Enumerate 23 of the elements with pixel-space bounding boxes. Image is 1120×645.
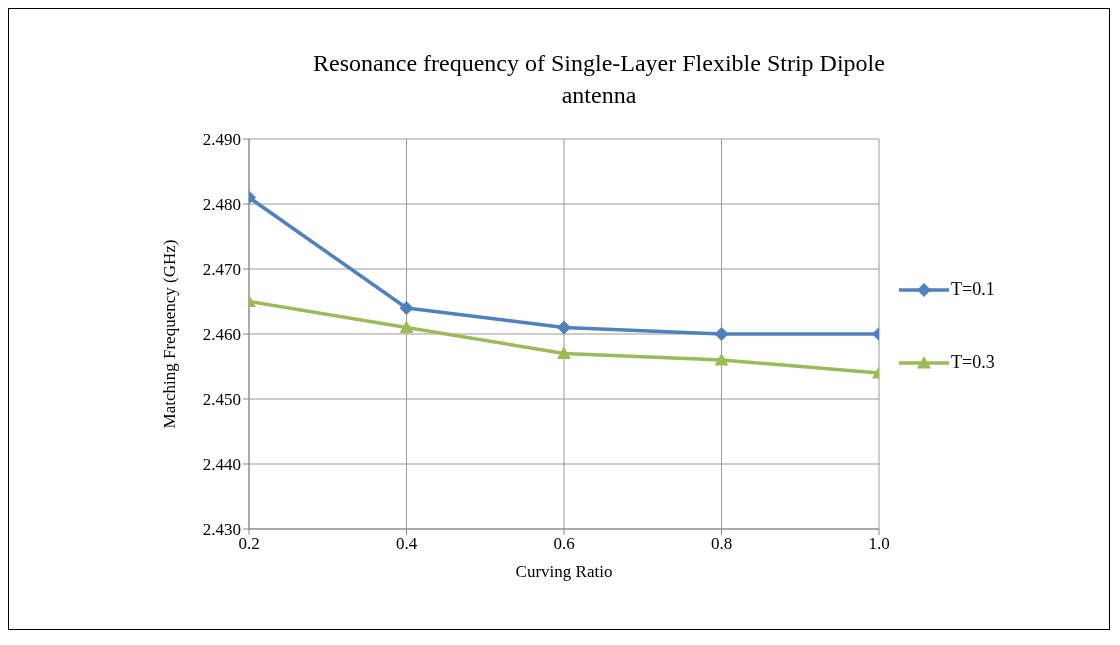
y-tick-label: 2.460 (202, 325, 241, 345)
x-tick-label: 0.8 (710, 534, 733, 554)
point (557, 320, 571, 335)
y-tick-label: 2.480 (202, 195, 241, 215)
legend-label: T=0.1 (951, 279, 995, 300)
legend-label: T=0.3 (951, 352, 995, 373)
y-axis-title: Matching Frequency (GHz) (160, 239, 180, 429)
x-tick-label: 0.4 (395, 534, 418, 554)
y-tick-label: 2.470 (202, 260, 241, 280)
chart-title: Resonance frequency of Single-Layer Flexible Strip Dipole antenna (312, 49, 886, 110)
x-axis-title: Curving Ratio (515, 562, 613, 581)
x-tick-label: 1.0 (868, 534, 890, 554)
y-tick-label: 2.490 (202, 130, 241, 150)
point (557, 346, 571, 360)
y-tick-label: 2.450 (202, 390, 241, 410)
y-tick-label: 2.440 (202, 455, 241, 475)
point (714, 353, 729, 366)
y-tick-label: 2.430 (202, 520, 241, 540)
point (399, 301, 414, 315)
point (399, 320, 414, 334)
x-tick-label: 0.2 (238, 534, 260, 554)
x-tick-label: 0.6 (553, 534, 575, 554)
point (714, 327, 729, 341)
